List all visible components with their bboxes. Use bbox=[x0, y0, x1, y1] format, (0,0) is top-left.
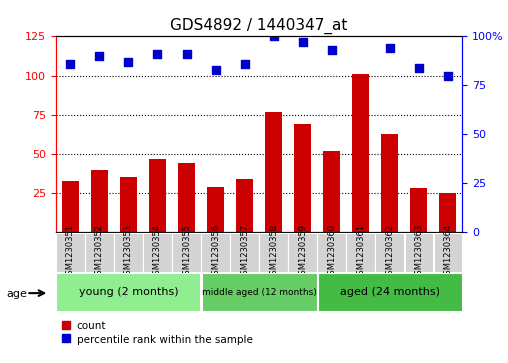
Point bbox=[270, 33, 278, 39]
FancyBboxPatch shape bbox=[172, 233, 201, 272]
Bar bbox=[410, 188, 427, 232]
Bar bbox=[265, 111, 282, 232]
FancyBboxPatch shape bbox=[318, 233, 346, 272]
FancyBboxPatch shape bbox=[346, 233, 375, 272]
Text: GSM1230361: GSM1230361 bbox=[356, 224, 365, 280]
Point bbox=[357, 24, 365, 29]
Text: middle aged (12 months): middle aged (12 months) bbox=[202, 288, 316, 297]
Text: GSM1230360: GSM1230360 bbox=[327, 224, 336, 280]
Bar bbox=[120, 178, 137, 232]
Bar bbox=[91, 170, 108, 232]
Bar bbox=[294, 124, 311, 232]
Point bbox=[386, 45, 394, 51]
Title: GDS4892 / 1440347_at: GDS4892 / 1440347_at bbox=[170, 17, 348, 33]
Text: GSM1230355: GSM1230355 bbox=[182, 224, 191, 280]
FancyBboxPatch shape bbox=[318, 273, 462, 311]
Point bbox=[211, 67, 219, 73]
Bar bbox=[352, 74, 369, 232]
Text: GSM1230354: GSM1230354 bbox=[153, 224, 162, 280]
Text: GSM1230351: GSM1230351 bbox=[66, 224, 75, 280]
FancyBboxPatch shape bbox=[230, 233, 259, 272]
Text: age: age bbox=[6, 289, 27, 299]
FancyBboxPatch shape bbox=[114, 233, 143, 272]
Text: GSM1230357: GSM1230357 bbox=[240, 224, 249, 280]
Text: GSM1230359: GSM1230359 bbox=[298, 224, 307, 280]
Bar bbox=[381, 134, 398, 232]
FancyBboxPatch shape bbox=[260, 233, 288, 272]
Text: GSM1230358: GSM1230358 bbox=[269, 224, 278, 280]
Text: GSM1230363: GSM1230363 bbox=[414, 224, 423, 280]
Point bbox=[443, 73, 452, 78]
Point bbox=[153, 51, 162, 57]
Bar bbox=[149, 159, 166, 232]
Text: GSM1230352: GSM1230352 bbox=[95, 224, 104, 280]
Text: GSM1230362: GSM1230362 bbox=[385, 224, 394, 280]
Point bbox=[299, 39, 307, 45]
Bar bbox=[439, 193, 457, 232]
Point bbox=[182, 51, 190, 57]
Text: GSM1230353: GSM1230353 bbox=[124, 224, 133, 280]
Text: GSM1230356: GSM1230356 bbox=[211, 224, 220, 280]
FancyBboxPatch shape bbox=[433, 233, 462, 272]
Point bbox=[415, 65, 423, 70]
FancyBboxPatch shape bbox=[404, 233, 433, 272]
Bar bbox=[207, 187, 224, 232]
Text: young (2 months): young (2 months) bbox=[79, 287, 178, 297]
Point bbox=[67, 61, 75, 67]
Text: aged (24 months): aged (24 months) bbox=[340, 287, 440, 297]
Point bbox=[240, 61, 248, 67]
FancyBboxPatch shape bbox=[85, 233, 114, 272]
Bar bbox=[323, 151, 340, 232]
Point bbox=[96, 53, 104, 59]
Bar bbox=[178, 163, 195, 232]
FancyBboxPatch shape bbox=[201, 233, 230, 272]
FancyBboxPatch shape bbox=[56, 233, 85, 272]
FancyBboxPatch shape bbox=[143, 233, 172, 272]
Bar bbox=[236, 179, 253, 232]
Point bbox=[328, 47, 336, 53]
FancyBboxPatch shape bbox=[289, 233, 317, 272]
FancyBboxPatch shape bbox=[56, 273, 201, 311]
FancyBboxPatch shape bbox=[202, 273, 316, 311]
FancyBboxPatch shape bbox=[375, 233, 404, 272]
Point bbox=[124, 59, 133, 65]
Legend: count, percentile rank within the sample: count, percentile rank within the sample bbox=[61, 321, 252, 344]
Bar bbox=[61, 180, 79, 232]
Text: GSM1230364: GSM1230364 bbox=[443, 224, 452, 280]
